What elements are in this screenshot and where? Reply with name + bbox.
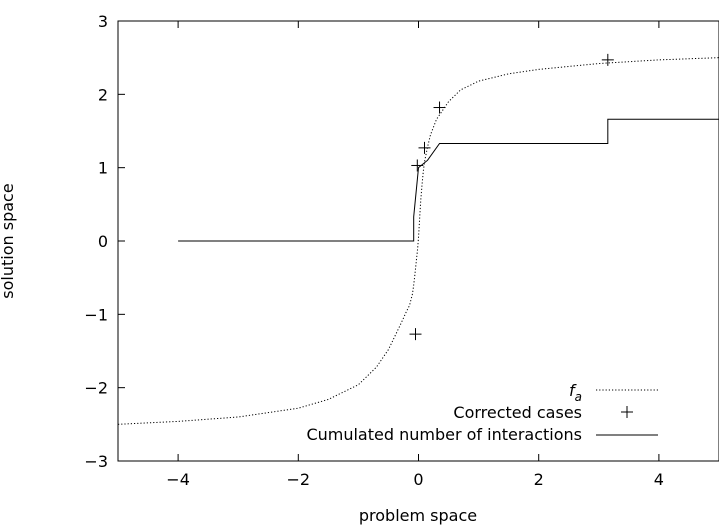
x-tick-label: −2 xyxy=(287,470,311,489)
y-axis-ticks: −3 −2 −1 0 1 2 3 xyxy=(84,12,125,471)
legend: fa Corrected cases Cumulated number of i… xyxy=(306,381,658,444)
y-tick-label: 0 xyxy=(98,232,108,251)
corrected-case-marker xyxy=(409,328,422,341)
corrected-case-marker xyxy=(601,53,614,66)
corrected-case-marker xyxy=(433,101,446,114)
legend-fa-name: f xyxy=(569,381,577,400)
fa-curve xyxy=(117,57,719,425)
x-axis-ticks: −4 −2 0 2 4 xyxy=(166,21,664,489)
y-tick-label: −1 xyxy=(84,305,108,324)
y-tick-label: −2 xyxy=(84,379,108,398)
y-tick-label: 3 xyxy=(98,12,108,31)
x-axis-title: problem space xyxy=(359,506,477,525)
legend-fa-subscript: a xyxy=(575,390,582,404)
cumulated-interactions-line xyxy=(178,118,719,242)
x-tick-label: −4 xyxy=(166,470,190,489)
x-tick-label: 0 xyxy=(413,470,423,489)
legend-label-cumulated-interactions: Cumulated number of interactions xyxy=(306,425,582,444)
y-tick-label: −3 xyxy=(84,452,108,471)
y-tick-label: 1 xyxy=(98,159,108,178)
legend-label-fa: fa xyxy=(569,381,582,404)
corrected-case-marker xyxy=(418,141,431,154)
series-layer xyxy=(117,53,719,425)
legend-label-corrected-cases: Corrected cases xyxy=(453,403,582,422)
legend-swatch-corrected-cases xyxy=(621,406,633,418)
y-tick-label: 2 xyxy=(98,85,108,104)
x-tick-label: 4 xyxy=(654,470,664,489)
x-tick-label: 2 xyxy=(534,470,544,489)
y-axis-title: solution space xyxy=(0,183,17,298)
